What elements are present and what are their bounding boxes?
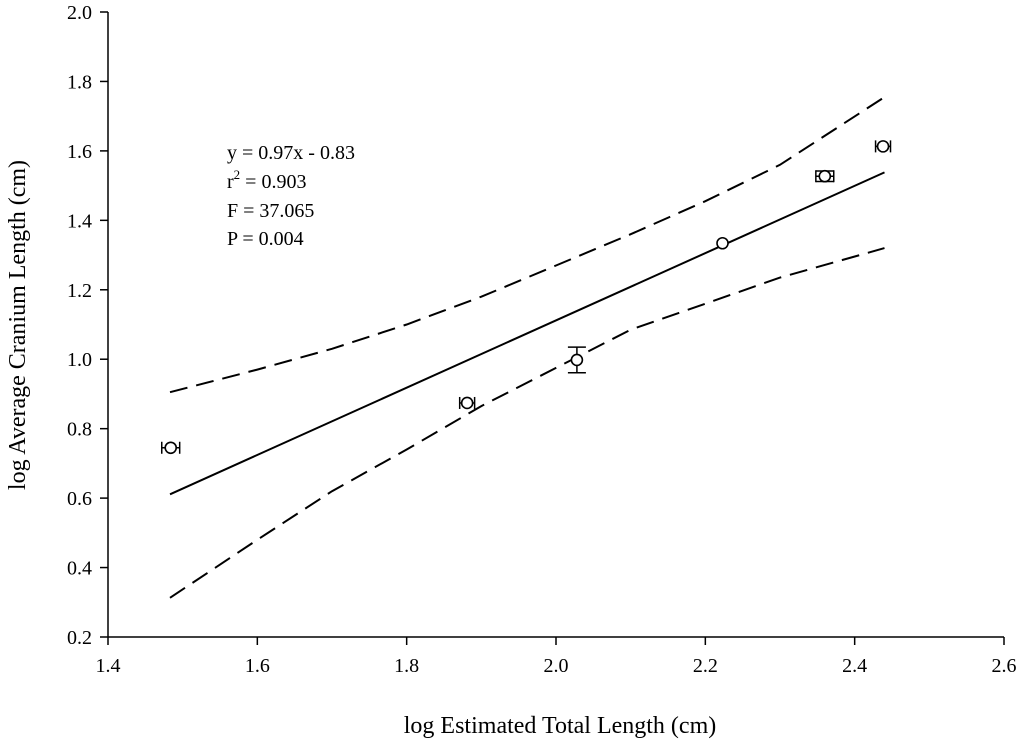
- regression-equation: y = 0.97x - 0.83: [227, 142, 355, 164]
- y-tick-label: 2.0: [67, 2, 92, 24]
- axes: 1.4 1.6 1.8 2.0 2.2 2.4 2.6 0.2 0.4 0.6 0.8 1.0 1.2 1…: [67, 2, 1017, 677]
- r-squared-prefix: r: [227, 171, 234, 193]
- f-statistic: F = 37.065: [227, 200, 314, 222]
- x-tick-label: 2.4: [842, 655, 867, 677]
- x-tick-label: 1.8: [394, 655, 419, 677]
- data-point: [458, 396, 476, 410]
- data-marker: [876, 140, 890, 153]
- plot-area: [161, 96, 892, 599]
- y-tick-label: 1.8: [67, 71, 92, 93]
- data-marker: [570, 353, 584, 367]
- upper-confidence-band: [169, 96, 886, 394]
- x-tick-label: 2.2: [693, 655, 718, 677]
- y-tick-label: 1.6: [67, 141, 92, 163]
- data-point: [161, 441, 181, 455]
- x-tick-label: 1.6: [245, 655, 270, 677]
- p-value: P = 0.004: [227, 228, 304, 250]
- x-tick-label: 2.6: [992, 655, 1017, 677]
- y-tick-label: 1.4: [67, 210, 92, 232]
- r-squared-superscript: 2: [234, 167, 241, 182]
- lower-confidence-band: [169, 247, 885, 599]
- data-point: [716, 236, 729, 250]
- data-marker: [164, 441, 178, 455]
- r-squared: r2 = 0.903: [227, 167, 306, 193]
- y-tick-label: 0.4: [67, 558, 92, 580]
- regression-line: [169, 171, 885, 496]
- data-marker: [818, 169, 832, 183]
- x-tick-label: 2.0: [544, 655, 569, 677]
- data-point: [815, 169, 835, 183]
- y-axis-title: log Average Cranium Length (cm): [5, 160, 31, 490]
- data-point: [567, 346, 586, 374]
- y-tick-label: 0.2: [67, 627, 92, 649]
- y-tick-label: 1.0: [67, 349, 92, 371]
- data-marker: [716, 236, 729, 250]
- y-tick-label: 0.6: [67, 488, 92, 510]
- r-squared-value: = 0.903: [240, 171, 306, 193]
- data-marker: [460, 396, 474, 410]
- data-point: [874, 140, 892, 153]
- x-axis-title: log Estimated Total Length (cm): [404, 713, 716, 739]
- y-tick-label: 0.8: [67, 419, 92, 441]
- x-tick-label: 1.4: [96, 655, 121, 677]
- stats-annotation: y = 0.97x - 0.83 r2 = 0.903 F = 37.065 P…: [227, 142, 355, 250]
- y-tick-label: 1.2: [67, 280, 92, 302]
